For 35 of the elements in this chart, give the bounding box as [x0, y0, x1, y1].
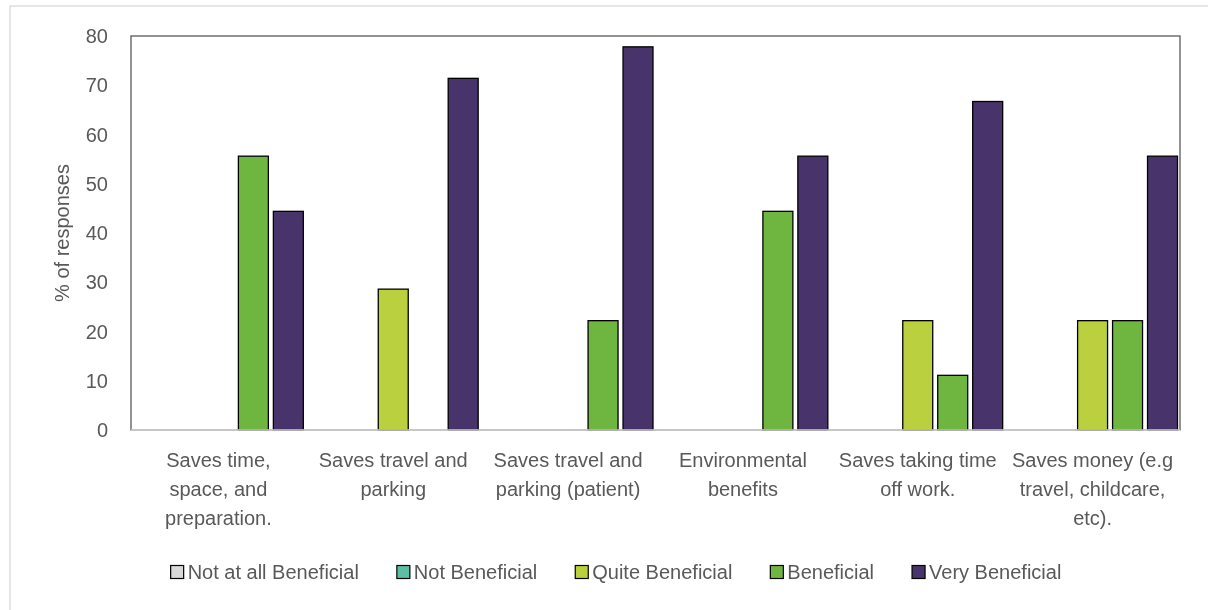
- legend-label: Very Beneficial: [929, 561, 1062, 583]
- y-tick-label: 20: [85, 320, 108, 343]
- x-tick-label: Saves money (e.g travel, childcare, etc).: [1011, 449, 1174, 529]
- bar: [1146, 155, 1179, 431]
- y-tick-label: 40: [85, 222, 108, 244]
- bar: [237, 155, 270, 431]
- bar: [447, 77, 479, 431]
- bar: [272, 210, 304, 431]
- y-tick-label: 80: [85, 25, 108, 47]
- y-tick-label: 0: [96, 419, 108, 441]
- y-tick-label: 30: [85, 271, 108, 294]
- y-tick-label: 70: [85, 74, 108, 97]
- x-tick-label: Saves time, space, and preparation.: [165, 449, 272, 529]
- y-tick-label: 60: [85, 123, 108, 146]
- y-tick-label: 50: [85, 172, 108, 195]
- y-tick-label: 10: [85, 369, 108, 392]
- bar: [797, 155, 829, 431]
- bar: [762, 210, 794, 431]
- bar: [587, 320, 619, 431]
- x-tick-label: Environmental benefits: [678, 449, 807, 500]
- legend-label: Quite Beneficial: [592, 561, 733, 583]
- bar: [902, 320, 934, 431]
- x-tick-label: Saves travel and parking: [318, 449, 468, 500]
- bar: [377, 288, 409, 431]
- bar: [937, 374, 969, 431]
- bar: [972, 100, 1004, 431]
- legend-label: Not Beneficial: [413, 561, 538, 583]
- bar: [1076, 320, 1109, 431]
- legend-label: Beneficial: [787, 561, 875, 583]
- legend-label: Not at all Beneficial: [187, 561, 359, 583]
- bar: [622, 46, 654, 431]
- x-tick-label: Saves travel and parking (patient): [493, 449, 643, 500]
- bar: [1111, 320, 1144, 431]
- x-tick-label: Saves taking time off work.: [838, 449, 997, 500]
- y-axis-title: % of responses: [51, 164, 73, 302]
